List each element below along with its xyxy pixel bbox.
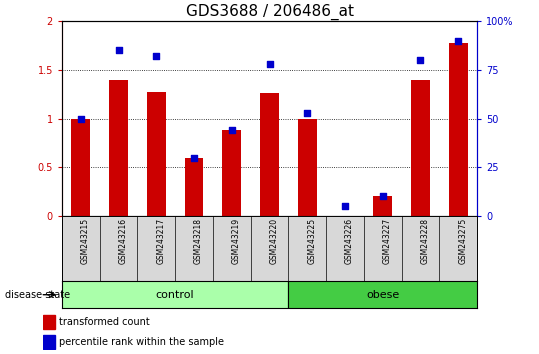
Bar <box>184 158 204 216</box>
Text: GSM243216: GSM243216 <box>119 218 128 264</box>
Bar <box>43 335 54 348</box>
Bar <box>448 42 467 216</box>
Text: GSM243225: GSM243225 <box>307 218 316 264</box>
Text: GSM243220: GSM243220 <box>270 218 279 264</box>
Point <box>341 203 349 209</box>
Point <box>454 38 462 44</box>
Bar <box>43 315 54 329</box>
Point <box>378 194 387 199</box>
Point <box>114 47 123 53</box>
Text: obese: obese <box>366 290 399 300</box>
Bar <box>62 281 288 308</box>
Bar <box>298 119 317 216</box>
Bar <box>109 80 128 216</box>
Text: percentile rank within the sample: percentile rank within the sample <box>59 337 224 347</box>
Text: control: control <box>156 290 195 300</box>
Text: GSM243218: GSM243218 <box>194 218 203 264</box>
Point <box>265 61 274 67</box>
Text: GSM243217: GSM243217 <box>156 218 165 264</box>
Text: GSM243226: GSM243226 <box>345 218 354 264</box>
Title: GDS3688 / 206486_at: GDS3688 / 206486_at <box>185 4 354 20</box>
Bar <box>71 119 90 216</box>
Point <box>416 57 425 63</box>
Point <box>227 127 236 133</box>
Bar <box>260 93 279 216</box>
Point <box>190 155 198 160</box>
Text: GSM243215: GSM243215 <box>81 218 90 264</box>
Text: GSM243227: GSM243227 <box>383 218 392 264</box>
Text: GSM243228: GSM243228 <box>420 218 430 264</box>
Point <box>77 116 85 121</box>
Bar <box>411 80 430 216</box>
Bar <box>222 130 241 216</box>
Bar <box>373 196 392 216</box>
Bar <box>288 281 477 308</box>
Text: GSM243275: GSM243275 <box>458 218 467 264</box>
Text: transformed count: transformed count <box>59 318 150 327</box>
Text: GSM243219: GSM243219 <box>232 218 241 264</box>
Point <box>303 110 312 115</box>
Text: disease state: disease state <box>5 290 71 300</box>
Point <box>152 53 161 59</box>
Bar <box>147 92 166 216</box>
